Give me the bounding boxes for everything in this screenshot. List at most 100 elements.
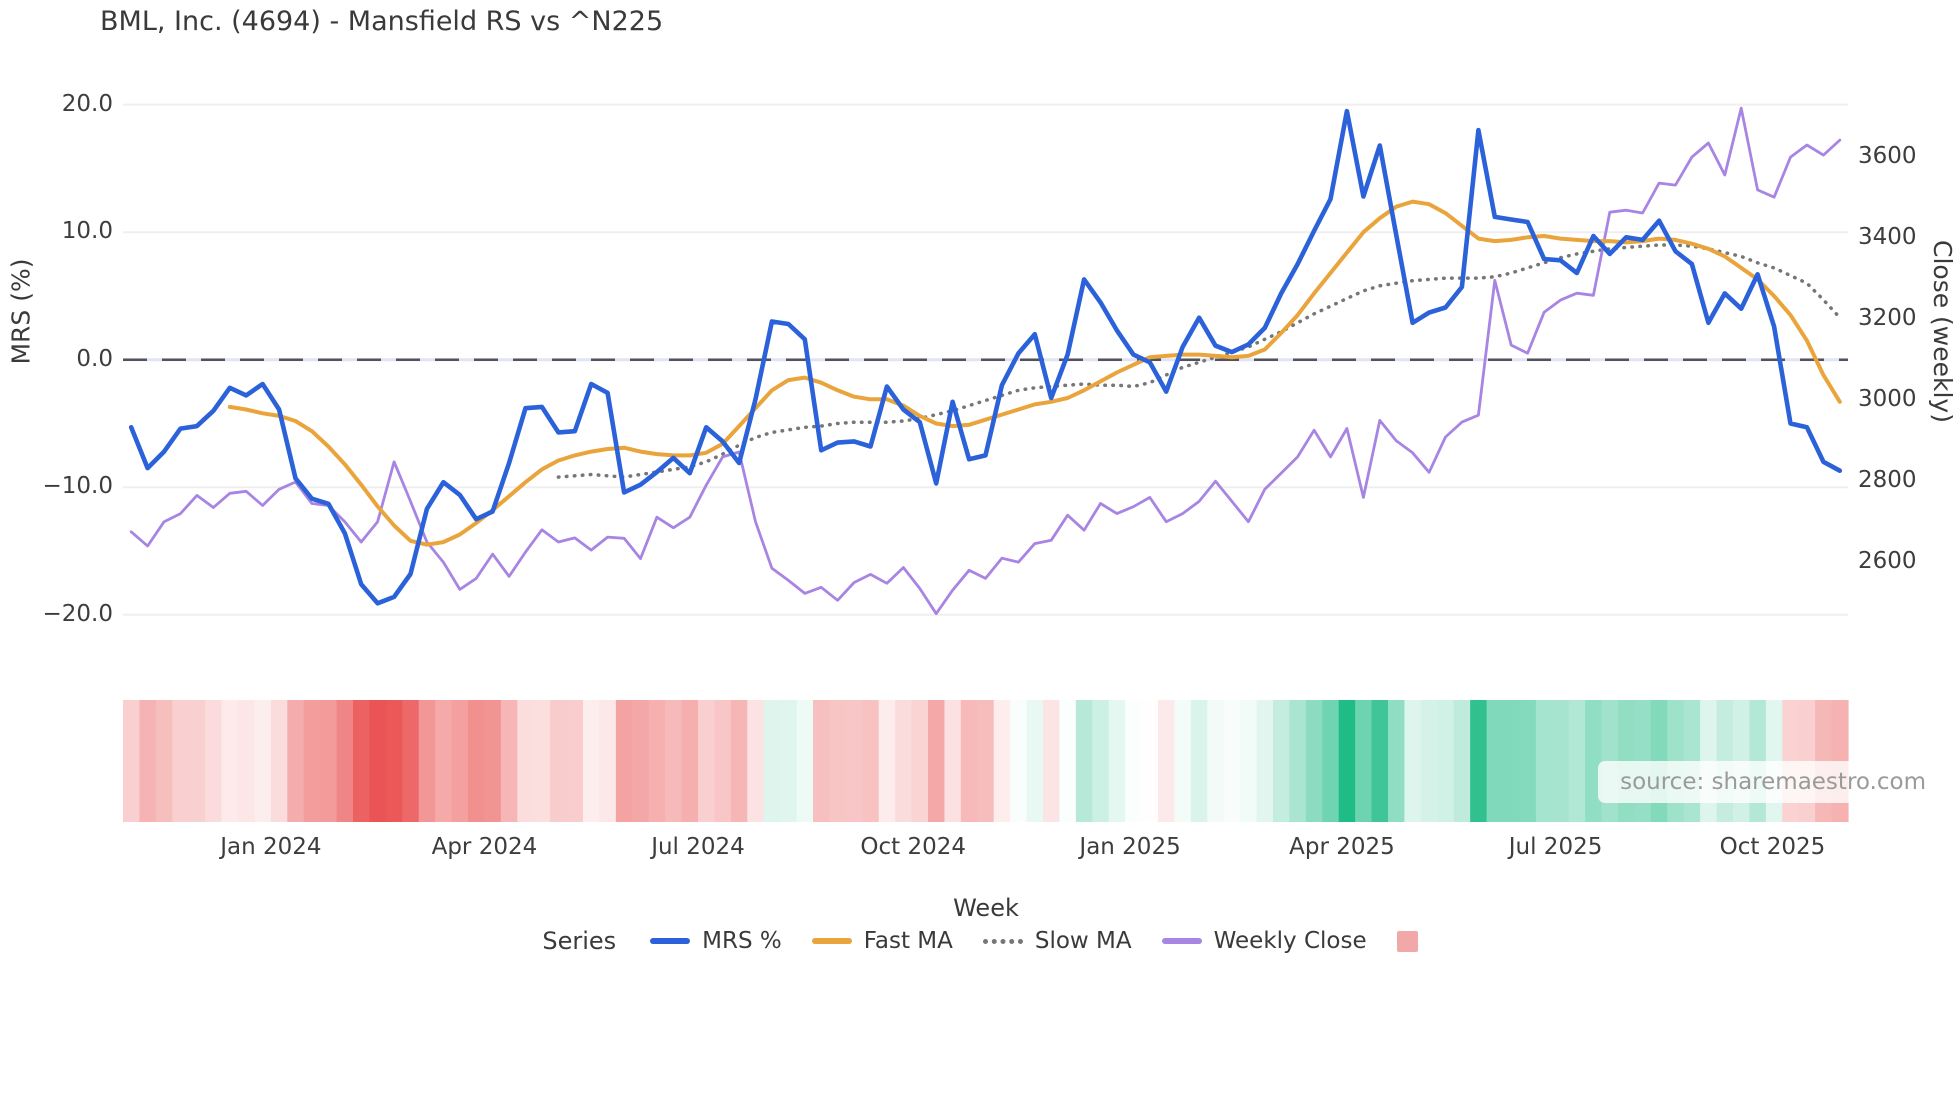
heatmap-cell xyxy=(566,700,584,822)
heatmap-cell xyxy=(796,700,814,822)
heatmap-cell xyxy=(1223,700,1241,822)
x-tick-label: Jul 2024 xyxy=(651,834,745,860)
y-left-tick-label: −10.0 xyxy=(42,473,113,500)
heatmap-cell xyxy=(336,700,354,822)
heatmap-cell xyxy=(1503,700,1521,822)
heatmap-cell xyxy=(1388,700,1406,822)
heatmap-cell xyxy=(1437,700,1455,822)
heatmap-cell xyxy=(944,700,962,822)
legend-label: MRS % xyxy=(702,928,782,954)
heatmap-cell xyxy=(1552,700,1570,822)
heatmap-cell xyxy=(780,700,798,822)
legend-title: Series xyxy=(542,927,617,955)
heatmap-cell xyxy=(1470,700,1488,822)
x-tick-label: Oct 2024 xyxy=(860,834,967,860)
heatmap-cell xyxy=(1486,700,1504,822)
y-left-tick-label: −20.0 xyxy=(42,600,113,627)
heatmap-cell xyxy=(320,700,338,822)
heatmap-cell xyxy=(303,700,321,822)
legend-heatmap-swatch xyxy=(1396,930,1418,952)
heatmap-cell xyxy=(878,700,896,822)
heatmap-cell xyxy=(402,700,420,822)
heatmap-cell xyxy=(221,700,239,822)
heatmap-cell xyxy=(1420,700,1438,822)
heatmap-cell xyxy=(139,700,157,822)
heatmap-cell xyxy=(1108,700,1126,822)
heatmap-cell xyxy=(1043,700,1061,822)
heatmap-cell xyxy=(369,700,387,822)
legend: Series MRS % Fast MA Slow MA Weekly Close xyxy=(0,927,1960,955)
heatmap-cell xyxy=(1174,700,1192,822)
heatmap-cell xyxy=(845,700,863,822)
heatmap-cell xyxy=(632,700,650,822)
x-axis-title: Week xyxy=(953,894,1019,922)
x-tick-label: Oct 2025 xyxy=(1719,834,1826,860)
heatmap-cell xyxy=(451,700,469,822)
legend-item-slow-ma: Slow MA xyxy=(982,928,1132,954)
heatmap-cell xyxy=(1585,700,1603,822)
heatmap-cell xyxy=(1092,700,1110,822)
source-watermark: source: sharemaestro.com xyxy=(1598,761,1948,803)
heatmap-cell xyxy=(1075,700,1093,822)
y-right-tick-label: 3000 xyxy=(1858,386,1917,413)
heatmap-cell xyxy=(928,700,946,822)
x-tick-label: Jan 2025 xyxy=(1079,834,1181,860)
heatmap-cell xyxy=(730,700,748,822)
legend-swatch-fast-ma xyxy=(811,938,852,944)
y-right-tick-label: 3400 xyxy=(1858,224,1917,251)
source-watermark-text: source: sharemaestro.com xyxy=(1620,769,1926,795)
heatmap-cell xyxy=(862,700,880,822)
legend-label: Weekly Close xyxy=(1213,928,1367,954)
heatmap-cell xyxy=(1338,700,1356,822)
heatmap-cell xyxy=(1256,700,1274,822)
heatmap-cell xyxy=(254,700,272,822)
heatmap-cell xyxy=(648,700,666,822)
heatmap-cell xyxy=(1519,700,1537,822)
legend-item-fast-ma: Fast MA xyxy=(811,928,953,954)
heatmap-cell xyxy=(763,700,781,822)
heatmap-cell xyxy=(895,700,913,822)
heatmap-cell xyxy=(385,700,403,822)
x-tick-label: Apr 2024 xyxy=(431,834,538,860)
heatmap-cell xyxy=(1568,700,1586,822)
y-left-tick-label: 0.0 xyxy=(76,345,113,372)
heatmap-cell xyxy=(1158,700,1176,822)
chart-title: BML, Inc. (4694) - Mansfield RS vs ^N225 xyxy=(100,6,664,37)
heatmap-cell xyxy=(615,700,633,822)
heatmap-cell xyxy=(123,700,141,822)
heatmap-cell xyxy=(172,700,190,822)
legend-item-weekly-close: Weekly Close xyxy=(1161,928,1367,954)
heatmap-cell xyxy=(1141,700,1159,822)
x-tick-label: Jan 2024 xyxy=(220,834,322,860)
heatmap-cell xyxy=(270,700,288,822)
heatmap-cell xyxy=(993,700,1011,822)
heatmap-cell xyxy=(977,700,995,822)
heatmap-cell xyxy=(813,700,831,822)
heatmap-cell xyxy=(1371,700,1389,822)
heatmap-cell xyxy=(1010,700,1028,822)
heatmap-cell xyxy=(747,700,765,822)
legend-swatch-mrs- xyxy=(650,938,691,944)
legend-swatch-slow-ma xyxy=(982,938,1023,944)
heatmap-cell xyxy=(1305,700,1323,822)
legend-label: Slow MA xyxy=(1034,928,1132,954)
heatmap-cell xyxy=(550,700,568,822)
y-left-tick-label: 10.0 xyxy=(61,218,113,245)
x-tick-label: Jul 2025 xyxy=(1508,834,1603,860)
heatmap-cell xyxy=(1125,700,1143,822)
heatmap-cell xyxy=(468,700,486,822)
heatmap-cell xyxy=(583,700,601,822)
y-right-tick-label: 3200 xyxy=(1858,305,1917,332)
heatmap-cell xyxy=(1355,700,1373,822)
heatmap-cell xyxy=(418,700,436,822)
heatmap-cell xyxy=(484,700,502,822)
y-right-tick-label: 3600 xyxy=(1858,143,1917,170)
heatmap-cell xyxy=(829,700,847,822)
heatmap-cell xyxy=(960,700,978,822)
heatmap-cell xyxy=(911,700,929,822)
heatmap-cell xyxy=(681,700,699,822)
heatmap-cell xyxy=(205,700,223,822)
heatmap-cell xyxy=(1190,700,1208,822)
heatmap-cell xyxy=(1207,700,1225,822)
